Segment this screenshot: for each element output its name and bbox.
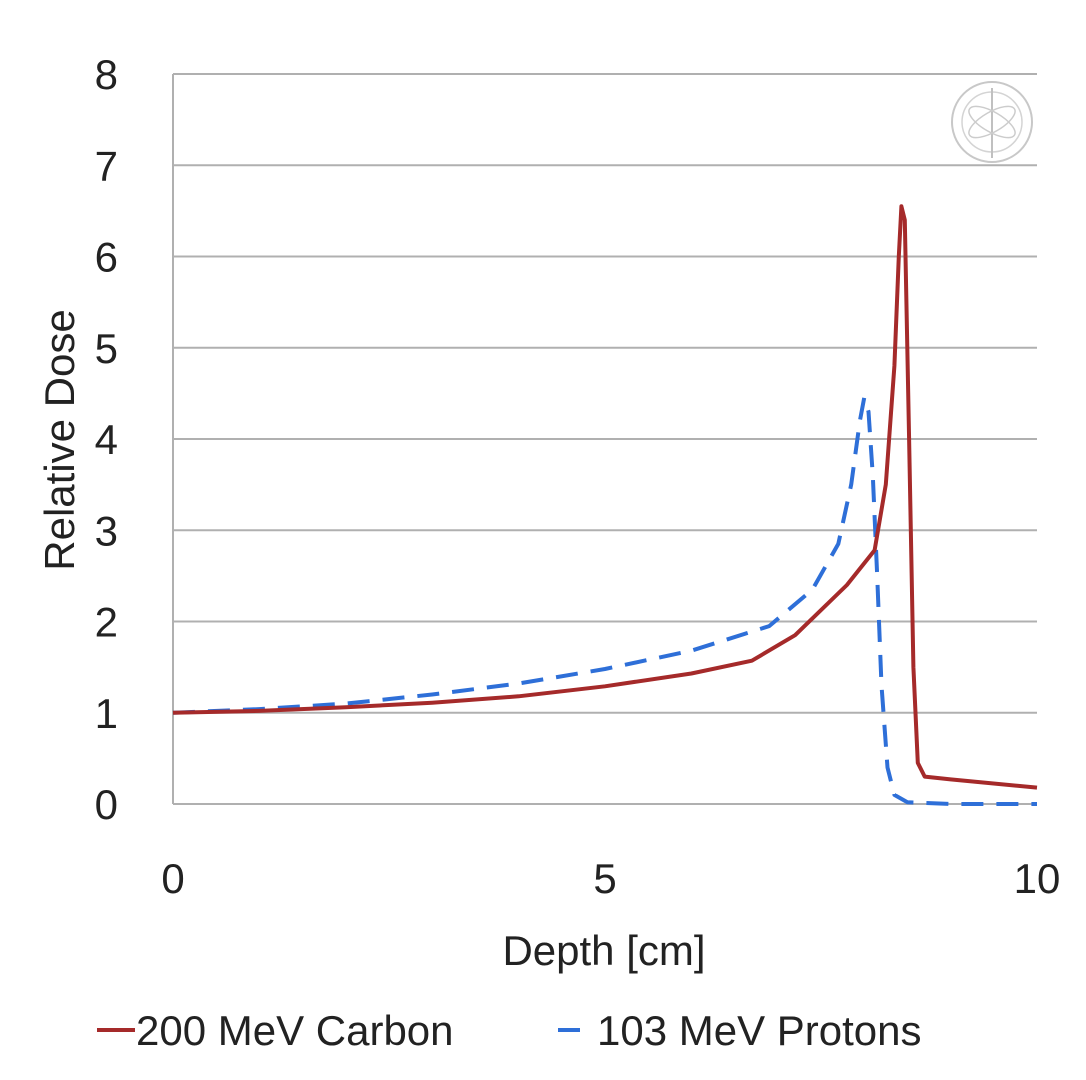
y-tick-label-4: 4 [95, 416, 118, 463]
y-tick-label-3: 3 [95, 507, 118, 554]
y-tick-label-1: 1 [95, 690, 118, 737]
series-lines [172, 204, 1038, 806]
y-tick-label-8: 8 [95, 51, 118, 98]
x-axis-title: Depth [cm] [502, 927, 705, 974]
series-line-protons [172, 395, 1037, 806]
legend-label-protons: 103 MeV Protons [597, 1007, 922, 1054]
x-tick-labels: 0 5 10 [161, 855, 1060, 902]
y-tick-label-0: 0 [95, 781, 118, 828]
watermark-logo [951, 81, 1033, 163]
y-axis-title: Relative Dose [36, 309, 83, 570]
y-tick-label-5: 5 [95, 325, 118, 372]
y-tick-label-6: 6 [95, 234, 118, 281]
x-tick-label-0: 0 [161, 855, 184, 902]
y-tick-labels: 0 1 2 3 4 5 6 7 8 [95, 51, 118, 828]
gridlines [172, 73, 1037, 805]
x-tick-label-5: 5 [593, 855, 616, 902]
legend: 200 MeV Carbon 103 MeV Protons [97, 1007, 922, 1054]
y-tick-label-7: 7 [95, 142, 118, 189]
legend-label-carbon: 200 MeV Carbon [136, 1007, 454, 1054]
series-line-carbon [172, 204, 1038, 790]
y-tick-label-2: 2 [95, 599, 118, 646]
x-tick-label-10: 10 [1014, 855, 1061, 902]
